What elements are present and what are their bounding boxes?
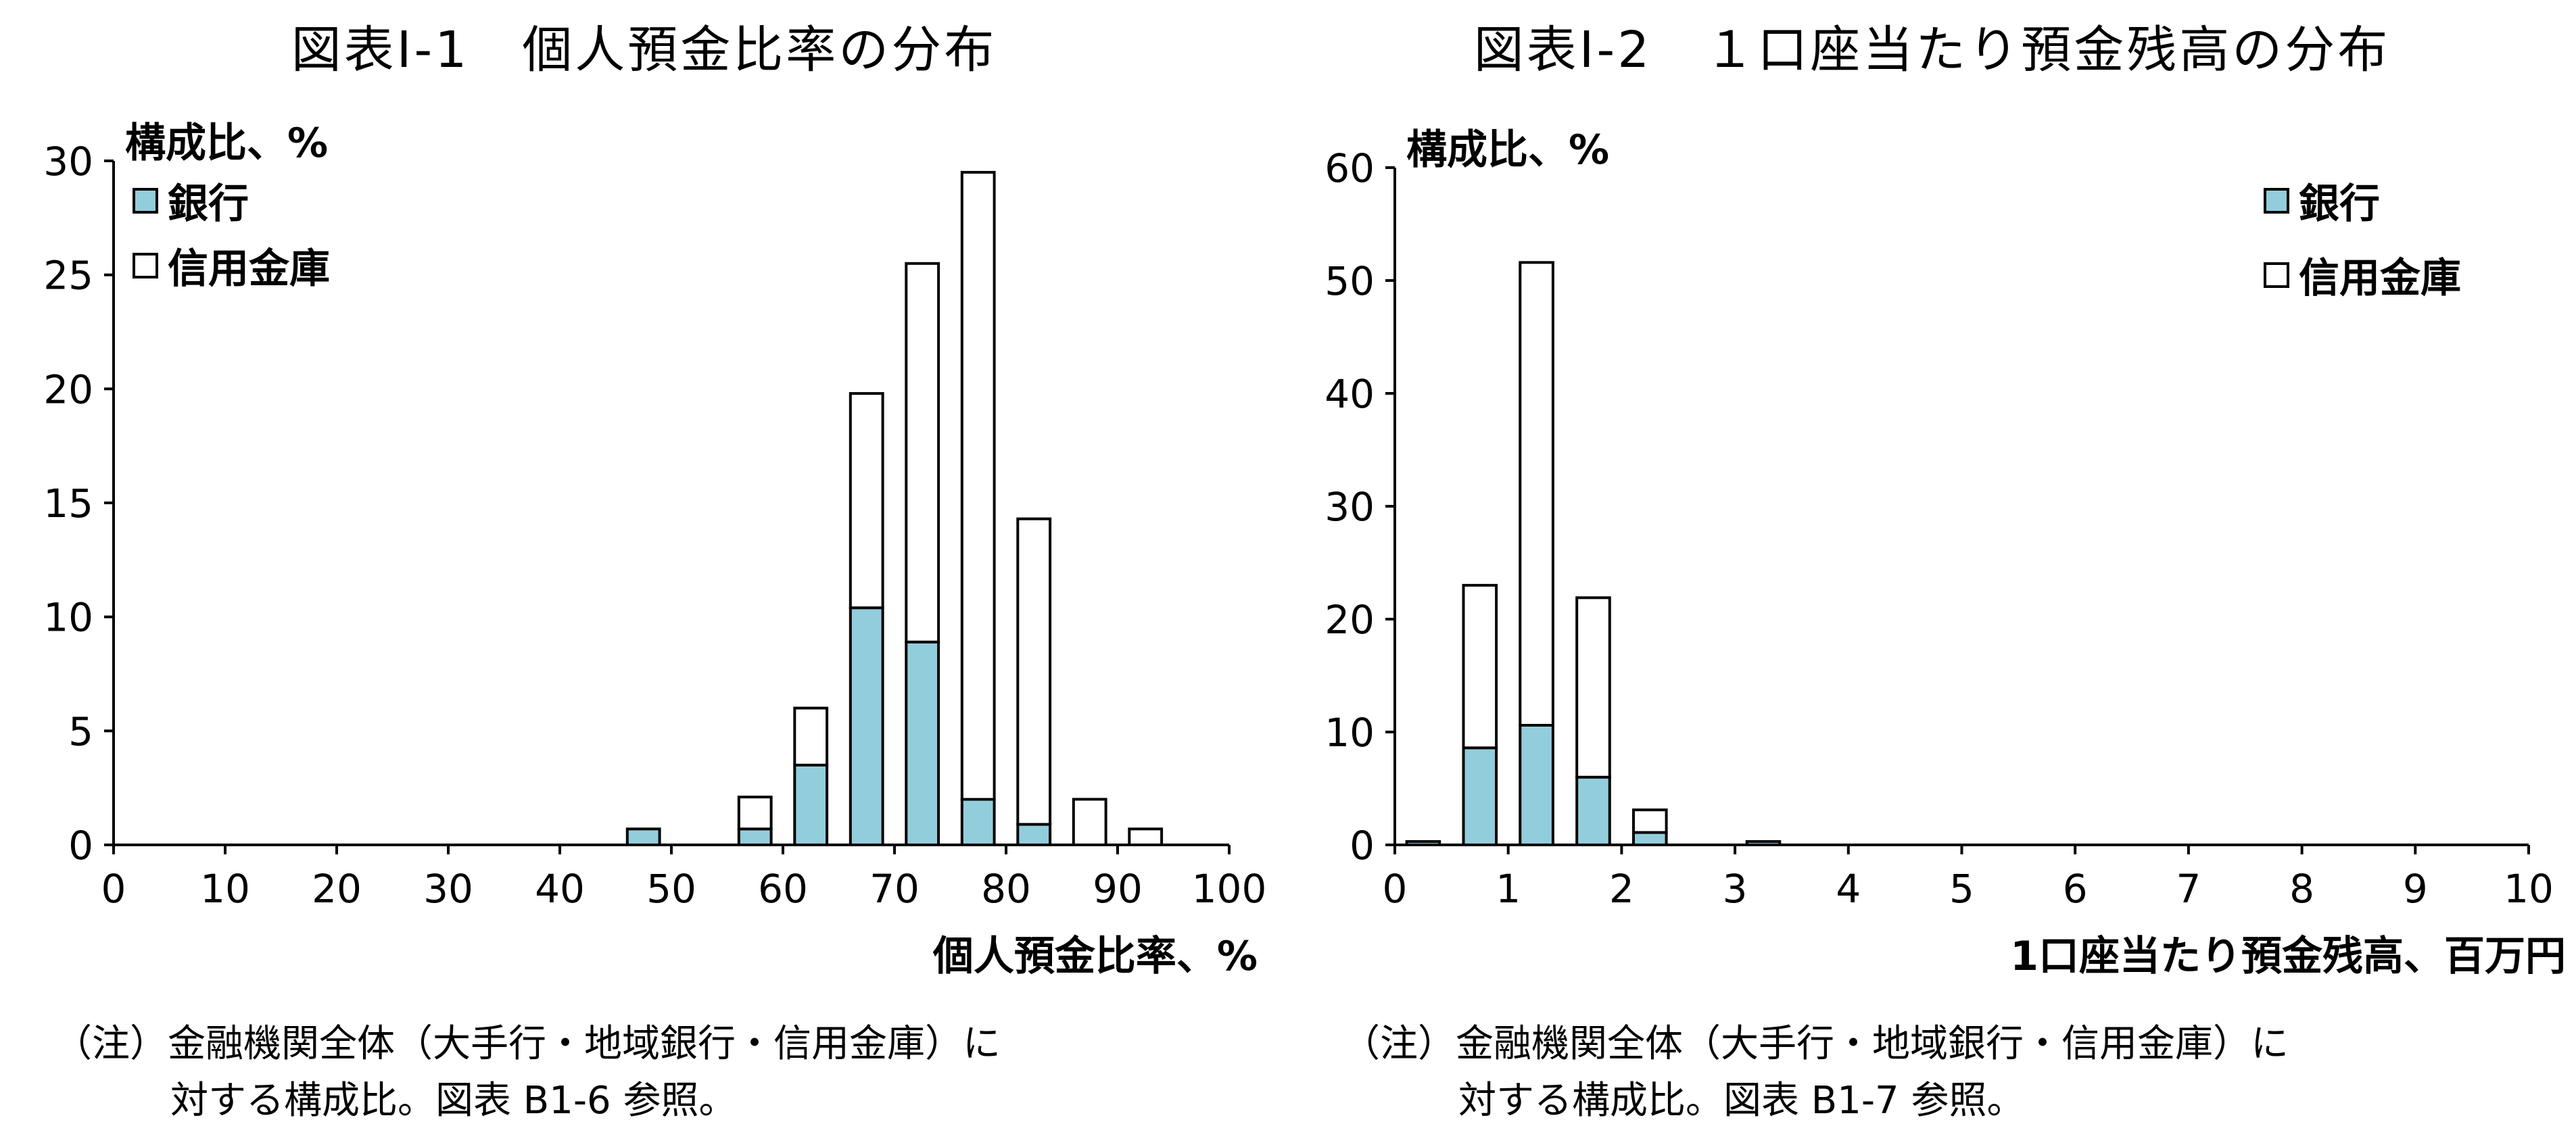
y-tick-label: 10 [43,595,93,641]
shinkin-bar [1632,808,1668,834]
bank-bar [1462,746,1498,847]
legend-swatch-bank [2264,188,2289,214]
legend-swatch-shinkin [2264,262,2289,288]
shinkin-bar [793,706,829,766]
y-tick-label: 30 [1325,484,1375,530]
x-tick-label: 60 [758,866,808,912]
x-tick-label: 10 [2504,866,2554,912]
x-tick-label: 40 [535,866,585,912]
legend-swatch-shinkin [133,253,158,278]
shinkin-bar [1575,596,1611,779]
x-tick-label: 7 [2176,866,2201,912]
shinkin-bar [1462,583,1498,750]
legend-label: 銀行 [2299,180,2380,228]
x-tick-label: 50 [646,866,696,912]
note-line-2: 対する構成比。図表 B1-7 参照。 [1458,1079,2025,1123]
x-tick-label: 70 [869,866,920,912]
bank-bar [905,640,940,846]
x-tick-label: 0 [1383,866,1408,912]
y-tick-label: 60 [1325,145,1375,191]
y-tick-label: 5 [68,708,93,754]
y-tick-label: 30 [43,139,93,185]
x-tick-label: 2 [1609,866,1634,912]
y-tick-label: 0 [1350,823,1375,869]
legend-label: 信用金庫 [168,245,330,293]
bank-bar [625,827,661,847]
bank-bar [793,763,829,847]
x-axis-label: 個人預金比率、% [932,933,1258,980]
legend-label: 銀行 [168,180,249,228]
chart-panel-right: 図表Ⅰ-2 １口座当たり預金残高の分布 0 10 20 30 40 50 60 0 1 2 3 4 5 6… [1288,0,2576,1145]
chart-note: （注）金融機関全体（大手行・地域銀行・信用金庫）に 対する構成比。図表 B1-7… [1342,1016,2289,1129]
y-tick-label: 50 [1325,258,1375,304]
shinkin-bar [1016,517,1052,826]
bank-bar [960,798,996,846]
bank-bar [849,606,884,846]
chart-note: （注）金融機関全体（大手行・地域銀行・信用金庫）に 対する構成比。図表 B1-6… [54,1016,1001,1129]
x-tick-label: 8 [2289,866,2314,912]
chart-panel-left: 図表Ⅰ-1 個人預金比率の分布 0 5 10 15 20 25 30 0 10 20 30 40 50 6… [43,21,1267,1129]
x-tick-label: 4 [1836,866,1861,912]
note-line-2: 対する構成比。図表 B1-6 参照。 [170,1079,737,1123]
note-line-1: （注）金融機関全体（大手行・地域銀行・信用金庫）に [1342,1022,2289,1066]
y-tick-label: 40 [1325,371,1375,417]
bank-bar [1519,724,1554,846]
bank-bar [1632,831,1668,846]
x-tick-label: 6 [2063,866,2088,912]
legend-label: 信用金庫 [2299,255,2461,302]
bank-bar [737,827,773,847]
x-tick-label: 10 [200,866,250,912]
y-tick-label: 0 [68,823,93,869]
x-axis-label: 1口座当たり預金残高、百万円 [2010,933,2566,980]
bank-bar [1575,775,1611,847]
x-tick-label: 100 [1192,866,1267,912]
x-tick-label: 1 [1496,866,1521,912]
shinkin-bar [849,392,884,610]
y-axis-label: 構成比、% [1406,126,1609,174]
legend-swatch-bank [133,188,158,214]
x-tick-label: 3 [1723,866,1748,912]
y-tick-label: 20 [43,366,93,412]
bank-bar [1016,823,1052,846]
shinkin-bar [1072,798,1107,846]
x-tick-label: 0 [101,866,126,912]
chart-title: 図表Ⅰ-1 個人預金比率の分布 [291,21,997,79]
y-tick-label: 15 [43,481,93,527]
shinkin-bar [737,796,773,831]
x-tick-label: 80 [981,866,1031,912]
x-tick-label: 9 [2403,866,2428,912]
histogram-chart: 0 5 10 15 20 25 30 0 10 20 30 40 50 60 70 80 90 100 構成比、% 個… [43,120,1267,980]
chart-title: 図表Ⅰ-2 １口座当たり預金残高の分布 [1473,21,2391,79]
shinkin-bar [905,262,940,643]
x-tick-label: 90 [1093,866,1143,912]
histogram-chart: 0 10 20 30 40 50 60 0 1 2 3 4 5 6 7 8 9 10 構成比、% 1口座当たり預金残高… [1325,126,2566,980]
note-line-1: （注）金融機関全体（大手行・地域銀行・信用金庫）に [54,1022,1001,1066]
shinkin-bar [1128,827,1164,847]
shinkin-bar [960,170,996,801]
y-tick-label: 10 [1325,710,1375,756]
x-tick-label: 30 [423,866,473,912]
y-tick-label: 20 [1325,597,1375,643]
y-tick-label: 25 [43,253,93,299]
shinkin-bar [1519,261,1554,727]
x-tick-label: 5 [1949,866,1974,912]
y-axis-label: 構成比、% [125,120,328,167]
x-tick-label: 20 [312,866,362,912]
